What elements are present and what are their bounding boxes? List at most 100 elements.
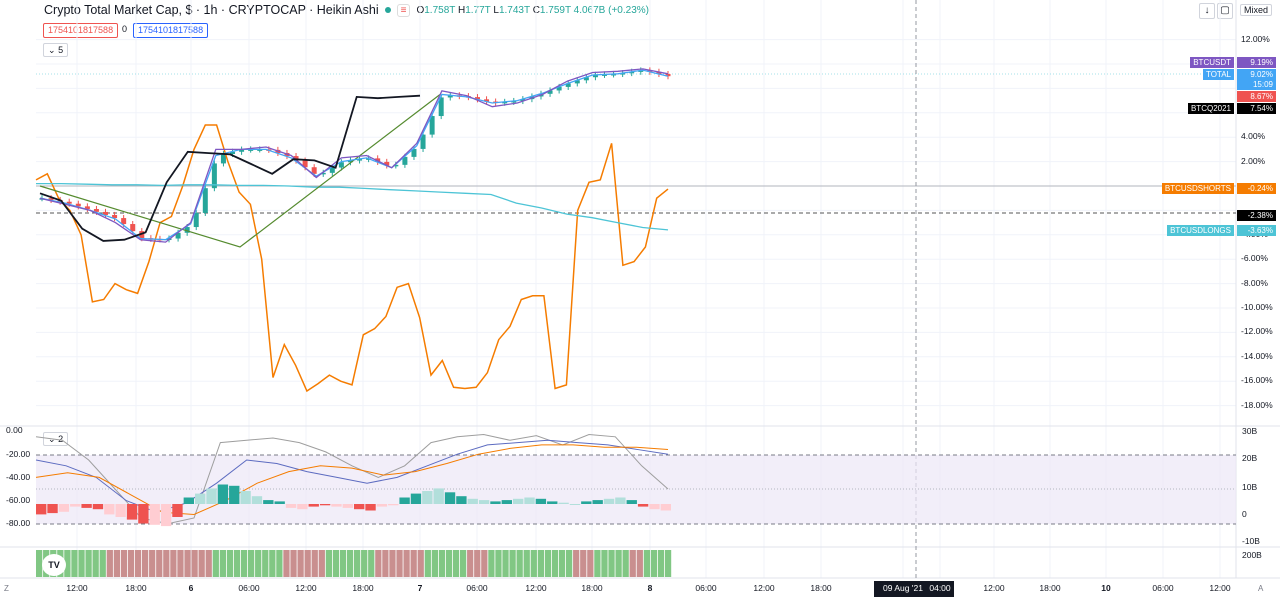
candle-body[interactable] [438, 97, 444, 117]
candle-body[interactable] [248, 149, 254, 151]
candle-body[interactable] [429, 116, 435, 135]
candle-body[interactable] [611, 73, 617, 76]
volume-bar [587, 550, 594, 577]
candle-body[interactable] [620, 73, 626, 75]
candle-body[interactable] [511, 100, 517, 103]
histogram-bar [388, 504, 399, 506]
candle-body[interactable] [202, 188, 208, 213]
volume-bar [523, 550, 530, 577]
candle-body[interactable] [565, 83, 571, 87]
time-label: 06:00 [1152, 583, 1174, 593]
series-tag-name: TOTAL [1202, 69, 1234, 80]
corner-left[interactable]: Z [4, 584, 9, 593]
candle-body[interactable] [357, 159, 363, 161]
candles[interactable] [39, 67, 671, 243]
candle-body[interactable] [130, 224, 136, 232]
candle-body[interactable] [329, 167, 335, 173]
candle-body[interactable] [75, 203, 81, 207]
series-line-btcusdt[interactable] [39, 68, 669, 243]
candle-body[interactable] [239, 149, 245, 152]
candle-body[interactable] [375, 158, 381, 162]
buy-button[interactable]: 1754101817588 [133, 23, 209, 38]
series-line-btcusdshorts[interactable] [35, 124, 669, 393]
series-line-btcusdlongs[interactable] [36, 182, 669, 231]
candle-body[interactable] [547, 90, 553, 94]
series-line-trendline[interactable] [39, 94, 441, 248]
candle-body[interactable] [447, 95, 453, 98]
candle-body[interactable] [402, 156, 408, 165]
candle-body[interactable] [601, 74, 607, 76]
candle-body[interactable] [184, 227, 190, 233]
fullscreen-icon[interactable]: ▢ [1217, 3, 1233, 19]
volume-bars[interactable] [36, 550, 672, 577]
candle-body[interactable] [411, 148, 417, 157]
histogram-bar [104, 504, 115, 515]
symbol-title[interactable]: Crypto Total Market Cap, $ · 1h · CRYPTO… [44, 3, 379, 17]
volume-bar [417, 550, 424, 577]
volume-bar [198, 550, 205, 577]
candle-body[interactable] [347, 160, 353, 163]
candle-body[interactable] [103, 211, 109, 215]
candle-body[interactable] [665, 73, 671, 77]
candle-body[interactable] [93, 209, 99, 212]
market-status-icon [384, 7, 391, 13]
volume-bar [481, 550, 488, 577]
corner-right[interactable]: A [1258, 584, 1264, 593]
volume-bar [445, 550, 453, 577]
series-line-total[interactable] [39, 69, 669, 241]
candle-body[interactable] [338, 162, 344, 168]
series-tag-name: BTCUSDLONGS [1167, 225, 1234, 236]
candle-body[interactable] [502, 101, 508, 104]
candle-body[interactable] [629, 71, 635, 74]
candle-body[interactable] [112, 214, 118, 219]
volume-bar [170, 550, 177, 577]
candle-body[interactable] [384, 161, 390, 166]
candle-body[interactable] [656, 71, 662, 74]
time-label: 09 Aug '21 [883, 583, 923, 593]
candle-body[interactable] [293, 156, 299, 161]
candle-body[interactable] [592, 74, 598, 78]
oscillator-line-orange[interactable] [35, 444, 669, 516]
volume-bar [636, 550, 643, 577]
candle-body[interactable] [638, 70, 644, 72]
tradingview-logo[interactable]: TV [42, 554, 66, 576]
candle-body[interactable] [311, 167, 317, 174]
candle-body[interactable] [484, 99, 490, 102]
candle-body[interactable] [66, 201, 72, 204]
series-lines[interactable] [35, 68, 669, 393]
candle-body[interactable] [121, 218, 127, 225]
candle-body[interactable] [302, 160, 308, 168]
volume-bar [643, 550, 650, 577]
candle-body[interactable] [474, 97, 480, 100]
histogram-bar [47, 504, 58, 514]
candle-body[interactable] [84, 206, 90, 210]
candle-body[interactable] [393, 164, 399, 167]
candle-body[interactable] [230, 151, 236, 154]
price-label: 4.00% [1241, 131, 1266, 142]
osc-right-label: -10B [1242, 536, 1260, 546]
candle-body[interactable] [220, 153, 226, 164]
candle-body[interactable] [175, 232, 181, 239]
sell-button[interactable]: 1754101817588 [43, 23, 119, 38]
candle-body[interactable] [320, 172, 326, 175]
series-line-btcq2021[interactable] [39, 94, 421, 242]
scale-mode-button[interactable]: Mixed [1240, 4, 1273, 16]
oscillator[interactable] [35, 433, 671, 527]
indicators-toggle[interactable]: ⌄ 5 [43, 43, 69, 57]
candle-body[interactable] [193, 212, 199, 228]
candle-body[interactable] [211, 163, 217, 189]
candle-body[interactable] [520, 99, 526, 101]
candle-body[interactable] [420, 134, 426, 149]
hide-icon[interactable]: ≡ [396, 3, 411, 17]
volume-bar [594, 550, 601, 577]
histogram-bar [649, 504, 660, 510]
candle-body[interactable] [556, 86, 562, 91]
download-icon[interactable]: ↓ [1199, 3, 1215, 19]
volume-bar [537, 550, 544, 577]
chevron-down-icon: ⌄ [48, 45, 56, 55]
candle-body[interactable] [583, 77, 589, 81]
candle-body[interactable] [574, 80, 580, 84]
candle-body[interactable] [257, 149, 263, 151]
candle-body[interactable] [48, 198, 54, 200]
